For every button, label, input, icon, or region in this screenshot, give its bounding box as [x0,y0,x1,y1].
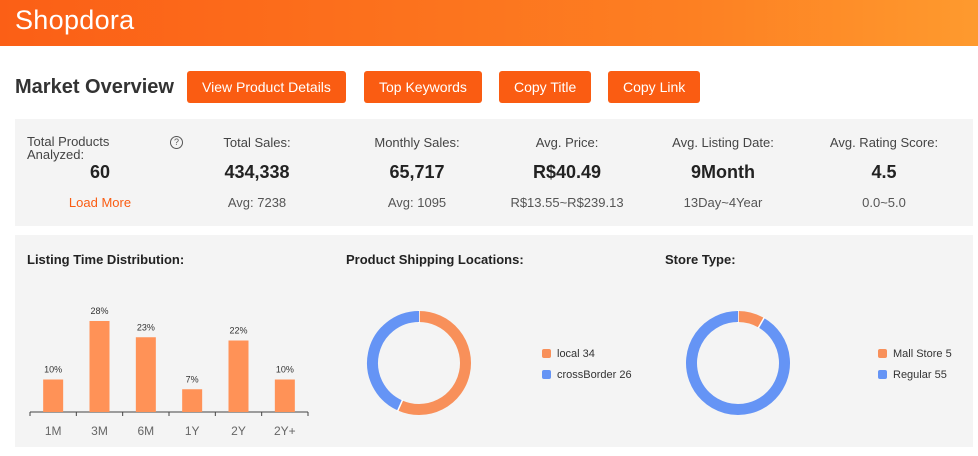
load-more-link[interactable]: Load More [68,195,132,210]
store-type-donut [686,310,790,415]
stat-value: 9Month [691,162,755,182]
listing-time-title: Listing Time Distribution: [27,252,185,267]
store-type-title: Store Type: [665,252,736,267]
bar-3M[interactable] [89,321,110,412]
x-tick-label: 1Y [185,424,200,438]
slice-Mall Store[interactable] [737,311,764,328]
bar-2Y+[interactable] [274,379,295,413]
stat-value: 60 [89,162,111,182]
legend-item-mall-store[interactable]: Mall Store 5 [878,343,952,364]
top-keywords-button[interactable]: Top Keywords [364,71,482,103]
x-tick-label: 2Y+ [274,424,296,438]
bar-1M[interactable] [43,379,64,413]
x-tick-label: 2Y [231,424,246,438]
copy-link-button[interactable]: Copy Link [608,71,701,103]
stat-value: 434,338 [224,162,290,182]
slice-separator [757,316,766,329]
stat-sub: R$13.55~R$239.13 [510,195,624,210]
shipping-legend: local 34 crossBorder 26 [542,343,632,385]
x-tick-label: 6M [137,424,154,438]
stat-sub: Avg: 1095 [387,195,447,210]
stat-value: 65,717 [389,162,445,182]
stats-panel: Total Products Analyzed: ? 60 Load More … [15,119,973,226]
copy-title-button[interactable]: Copy Title [499,71,592,103]
stat-value: R$40.49 [532,162,602,182]
slice-Regular[interactable] [686,311,790,415]
view-product-details-button[interactable]: View Product Details [187,71,346,103]
bar-label: 23% [137,322,155,332]
legend-item-regular[interactable]: Regular 55 [878,364,952,385]
bar-label: 10% [44,365,62,375]
charts-panel: Listing Time Distribution: Product Shipp… [15,235,973,447]
bar-label: 7% [186,374,199,384]
legend-item-crossborder[interactable]: crossBorder 26 [542,364,632,385]
shipping-donut [367,310,471,415]
slice-separator [396,399,404,412]
x-tick-label: 3M [91,424,108,438]
stat-label: Avg. Rating Score: [829,135,939,150]
stat-label: Monthly Sales: [374,135,460,150]
stat-label: Avg. Price: [535,135,599,150]
slice-local[interactable] [397,311,471,415]
bar-1Y[interactable] [182,389,203,412]
stat-label: Avg. Listing Date: [672,135,774,150]
stat-sub: 13Day~4Year [683,195,763,210]
stat-value: 4.5 [871,162,897,182]
help-circle-icon[interactable]: ? [170,136,183,149]
slice-crossBorder[interactable] [367,311,420,411]
shopdora-logo: Shopdora [15,5,135,35]
bar-label: 28% [90,306,108,316]
bar-2Y[interactable] [228,340,249,413]
legend-item-local[interactable]: local 34 [542,343,632,364]
listing-time-chart: 10% 1M 28% 3M 23% 6M 7% 1Y 22% 2Y 10% 2Y+ [29,306,309,438]
stat-sub: Avg: 7238 [227,195,287,210]
bar-label: 22% [229,326,247,336]
stat-sub: 0.0~5.0 [862,195,906,210]
x-tick-label: 1M [45,424,62,438]
shipping-locations-title: Product Shipping Locations: [346,252,524,267]
page-title: Market Overview [15,76,174,98]
header: Shopdora [0,0,978,46]
bar-6M[interactable] [135,337,156,412]
store-type-legend: Mall Store 5 Regular 55 [878,343,952,385]
bar-label: 10% [276,365,294,375]
stat-label: Total Products Analyzed: [27,134,110,162]
stat-label: Total Sales: [223,135,291,150]
